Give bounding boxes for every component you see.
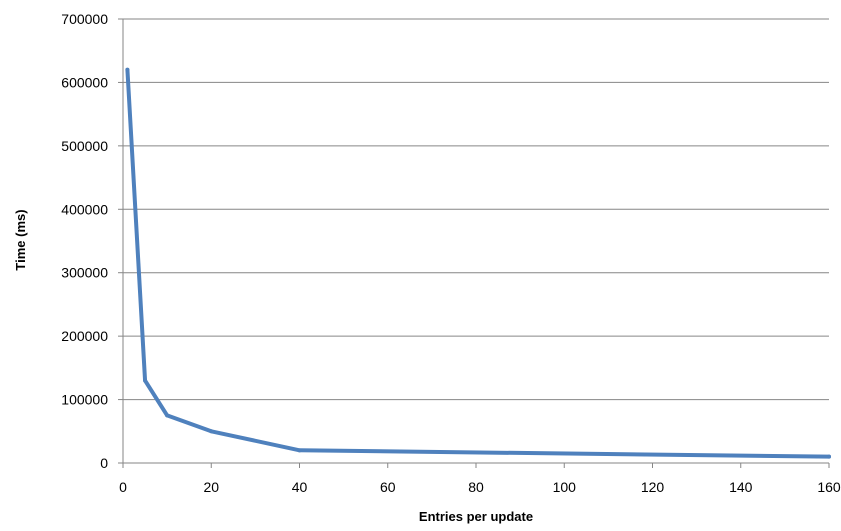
- x-tick-label: 60: [380, 479, 396, 495]
- gridlines: [123, 18, 829, 401]
- x-tick-label: 100: [553, 479, 577, 495]
- x-tick-label: 40: [292, 479, 308, 495]
- x-tick-label: 140: [729, 479, 753, 495]
- x-tick-label: 20: [203, 479, 219, 495]
- x-tick-label: 160: [817, 479, 841, 495]
- y-tick-label: 100000: [61, 392, 108, 408]
- x-axis-title: Entries per update: [419, 509, 533, 524]
- y-tick-label: 0: [100, 455, 108, 471]
- series-layer: [125, 67, 831, 459]
- x-tick-label: 120: [641, 479, 665, 495]
- tick-labels: 0 100000 200000 300000 400000 500000 600000 700…: [61, 11, 841, 495]
- y-tick-label: 200000: [61, 328, 108, 344]
- series-line-0: [125, 67, 831, 459]
- data-point: [297, 448, 302, 453]
- y-tick-label: 700000: [61, 11, 108, 27]
- y-tick-label: 600000: [61, 74, 108, 90]
- y-tick-label: 300000: [61, 265, 108, 281]
- data-point: [209, 429, 214, 434]
- data-point: [827, 454, 831, 459]
- axes: [118, 18, 830, 468]
- y-axis-title: Time (ms): [13, 209, 28, 270]
- y-tick-label: 500000: [61, 138, 108, 154]
- data-point: [143, 378, 148, 383]
- y-tick-label: 400000: [61, 201, 108, 217]
- data-point: [125, 67, 130, 72]
- x-tick-label: 0: [119, 479, 127, 495]
- data-point: [165, 413, 170, 418]
- x-tick-label: 80: [468, 479, 484, 495]
